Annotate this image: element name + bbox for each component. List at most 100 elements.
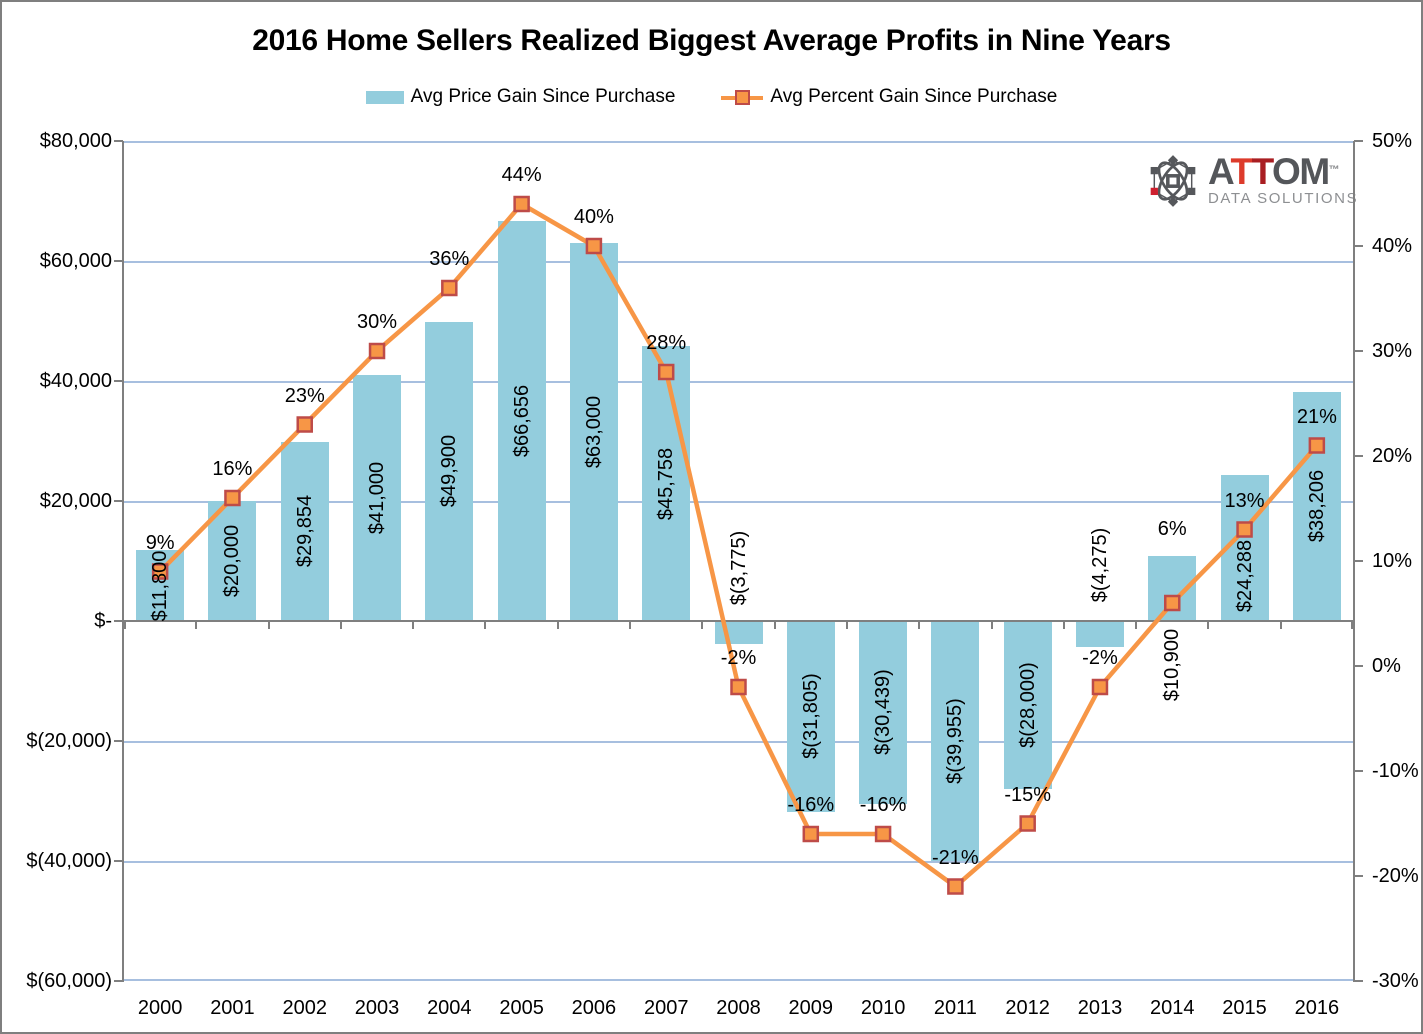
pct-label-2011: -21% [932,846,979,869]
percent-gain-line-series [151,195,1326,895]
left-axis-tick [114,980,123,982]
pct-label-2016: 21% [1296,405,1337,428]
marker-2007 [657,363,675,381]
icon-center-square [1166,174,1180,188]
x-axis-tick [1062,622,1065,629]
gridline--60000 [124,979,1353,981]
brand-letter: O [1272,151,1301,192]
marker-2009 [802,825,820,843]
gridline-40000 [124,381,1353,383]
right-axis-label-3: 20% [1372,445,1413,467]
marker-2011 [947,878,964,895]
bar-label-2012: $(28,000) [1016,662,1039,748]
x-axis-tick [990,622,993,629]
x-axis-label-2006: 2006 [571,997,617,1019]
marker-2002 [296,416,313,433]
left-axis-label-1: $60,000 [39,250,112,272]
icon-node [1150,166,1158,175]
right-axis-label-0: 50% [1372,130,1413,152]
right-axis-label-1: 40% [1372,235,1413,257]
bar-2007 [642,346,691,621]
marker-2008 [730,678,747,696]
legend-marker-icon [735,89,751,105]
pct-label-2006: 40% [573,206,614,228]
x-axis-tick [339,622,342,629]
bar-label-2004: $49,900 [438,435,461,508]
x-axis-tick [1207,622,1210,629]
right-axis-tick [1354,350,1363,352]
right-axis-tick [1354,455,1363,457]
left-value-axis-line [122,141,124,982]
gridline--20000 [124,741,1353,743]
brand-letter: A [1208,151,1232,192]
bar-label-2000: $11,800 [149,550,172,621]
legend-line-marker-swatch-icon [721,89,764,105]
left-axis-label-2: $40,000 [39,370,112,392]
marker-2012 [1019,815,1036,832]
bar-label-2010: $(30,439) [872,669,895,756]
left-axis-label-3: $20,000 [39,490,112,512]
marker-2005 [513,195,530,213]
x-axis-tick [1279,622,1282,629]
marker-2006 [585,237,603,255]
x-axis-label-2002: 2002 [282,997,327,1019]
bar-2006 [569,243,618,621]
marker-2014 [1164,594,1181,612]
icon-node-red [1150,187,1158,196]
bar-2004 [425,321,474,621]
x-axis-tick [629,622,632,629]
bar-label-2009: $(31,805) [799,673,822,760]
icon-orbit [1157,161,1189,201]
legend-label-price-gain: Avg Price Gain Since Purchase [410,86,676,107]
atom-logo-icon [1150,155,1196,207]
bar-2003 [353,375,402,621]
right-axis-label-7: -20% [1372,865,1419,887]
bar-label-2005: $66,656 [510,384,533,458]
left-axis-tick [114,740,123,742]
bar-label-2002: $29,854 [293,495,316,568]
chart-title: 2016 Home Sellers Realized Biggest Avera… [252,24,1171,57]
left-axis-label-6: $(40,000) [26,850,112,872]
brand-letter: T [1251,151,1274,192]
marker-2013 [1091,678,1109,696]
left-axis-label-7: $(60,000) [26,970,112,992]
x-axis-tick [124,622,126,629]
left-axis-label-0: $80,000 [39,130,112,152]
marker-2004 [441,279,458,297]
left-axis-tick [114,260,123,262]
pct-label-2001: 16% [212,458,253,480]
marker-2010 [874,825,892,843]
pct-label-2010: -16% [859,794,907,816]
x-axis-tick [845,622,848,629]
left-axis-tick [114,140,123,142]
pct-label-2013: -2% [1082,647,1118,669]
bar-2011 [931,621,980,861]
x-axis-zero-line [124,620,1353,622]
right-axis-label-2: 30% [1372,340,1413,362]
bar-label-2006: $63,000 [582,395,605,469]
legend-item-price-gain: Avg Price Gain Since Purchase [365,86,676,108]
gridline--40000 [124,861,1353,863]
attom-wordmark: ATTOM™ [1208,153,1358,190]
brand-letter: M [1299,151,1330,192]
bar-2009 [786,621,835,812]
x-axis-label-2015: 2015 [1222,997,1267,1019]
x-axis-tick [484,622,487,629]
marker-2003 [368,342,386,360]
right-axis-tick [1354,665,1363,667]
x-axis-label-2016: 2016 [1294,997,1340,1019]
x-axis-label-2008: 2008 [716,997,761,1019]
x-axis-label-2010: 2010 [860,997,906,1019]
bar-2013 [1075,621,1124,647]
x-axis-tick [1135,622,1138,629]
marker-2000 [151,563,169,580]
right-axis-tick [1354,245,1363,247]
x-axis-tick [918,622,921,629]
x-axis-label-2014: 2014 [1150,997,1195,1019]
x-axis-label-2004: 2004 [427,997,472,1019]
left-axis-label-4: $- [94,610,112,632]
bar-label-2001: $20,000 [221,524,244,598]
x-axis-label-2003: 2003 [354,997,400,1019]
bar-label-2015: $24,288 [1233,539,1256,613]
x-axis-label-2012: 2012 [1005,997,1050,1019]
